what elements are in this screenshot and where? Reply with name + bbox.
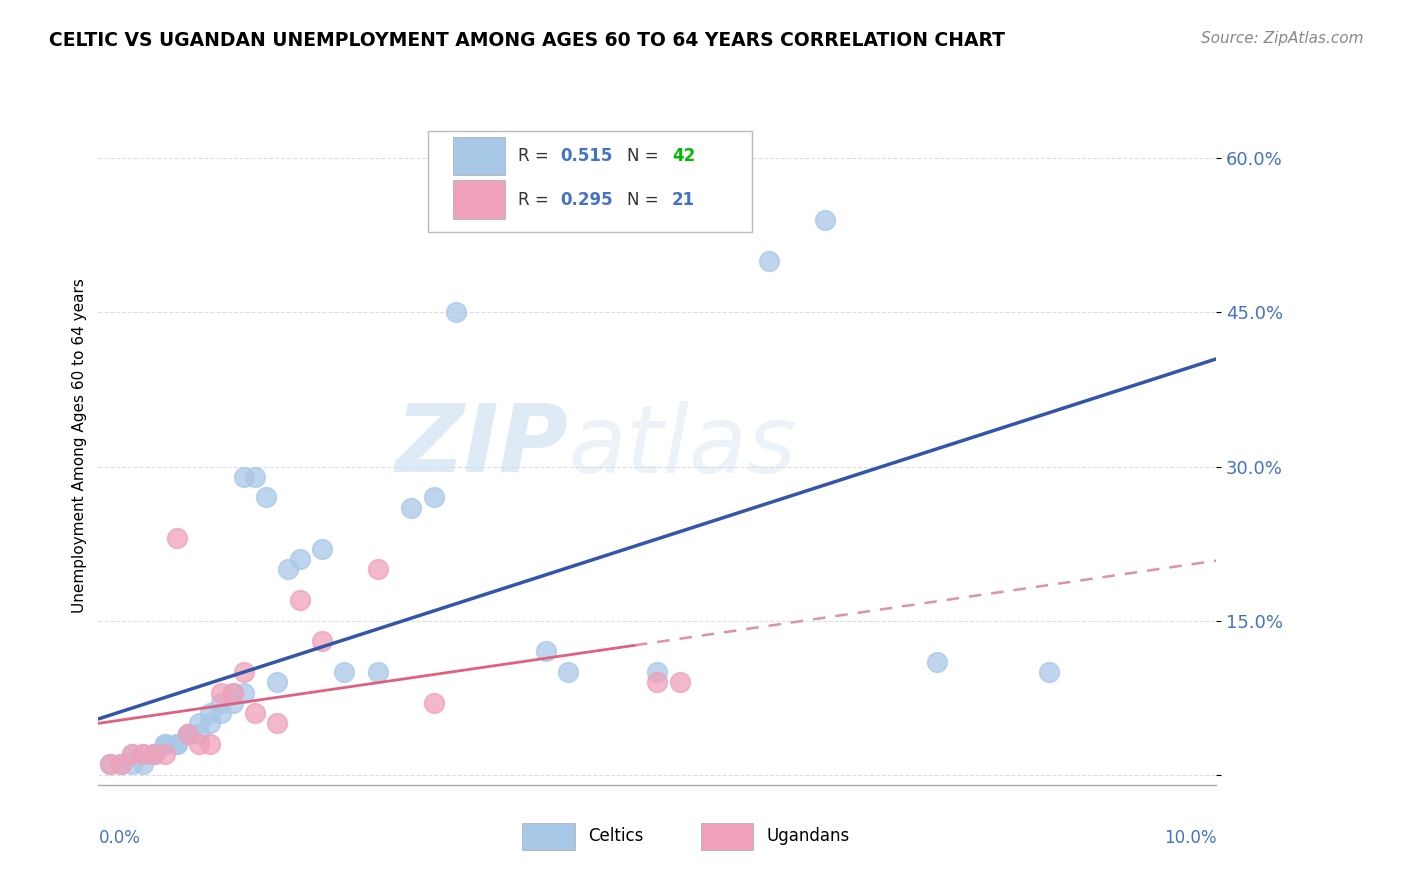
Point [188, 737, 211, 751]
Point [333, 665, 356, 679]
Point [266, 716, 288, 731]
Point [110, 757, 132, 772]
Point [121, 757, 143, 772]
Point [200, 706, 222, 720]
Point [814, 213, 837, 227]
Point [143, 747, 166, 761]
FancyBboxPatch shape [522, 823, 575, 850]
Text: N =: N = [627, 191, 664, 209]
Point [177, 726, 200, 740]
Point [155, 737, 177, 751]
Point [232, 665, 254, 679]
Point [132, 747, 155, 761]
Point [166, 532, 188, 546]
Text: CELTIC VS UGANDAN UNEMPLOYMENT AMONG AGES 60 TO 64 YEARS CORRELATION CHART: CELTIC VS UGANDAN UNEMPLOYMENT AMONG AGE… [49, 31, 1005, 50]
Point [277, 562, 299, 576]
Point [444, 305, 467, 319]
Point [647, 665, 669, 679]
Point [110, 757, 132, 772]
Text: Source: ZipAtlas.com: Source: ZipAtlas.com [1201, 31, 1364, 46]
Point [243, 706, 266, 720]
Point [221, 696, 243, 710]
Text: 0.515: 0.515 [560, 147, 613, 165]
Point [1038, 665, 1060, 679]
Point [367, 665, 389, 679]
Text: R =: R = [517, 191, 554, 209]
Point [311, 541, 333, 556]
FancyBboxPatch shape [453, 180, 505, 219]
Point [647, 675, 669, 690]
Point [367, 562, 389, 576]
Text: 10.0%: 10.0% [1164, 829, 1216, 847]
Point [177, 726, 200, 740]
Point [98, 757, 121, 772]
Point [177, 726, 200, 740]
Point [534, 644, 557, 658]
Point [166, 737, 188, 751]
Point [121, 747, 143, 761]
Point [132, 747, 155, 761]
Point [243, 470, 266, 484]
Point [98, 757, 121, 772]
Point [758, 254, 780, 268]
Point [401, 500, 423, 515]
Point [132, 757, 155, 772]
Point [200, 716, 222, 731]
FancyBboxPatch shape [429, 131, 752, 233]
Point [221, 685, 243, 699]
Point [423, 491, 446, 505]
Point [188, 726, 211, 740]
Point [557, 665, 579, 679]
Text: Ugandans: Ugandans [766, 827, 851, 845]
Text: 21: 21 [672, 191, 695, 209]
Text: Celtics: Celtics [588, 827, 644, 845]
Point [166, 737, 188, 751]
Point [188, 716, 211, 731]
Point [232, 470, 254, 484]
Point [200, 737, 222, 751]
Text: N =: N = [627, 147, 664, 165]
Point [221, 685, 243, 699]
Point [423, 696, 446, 710]
Text: 0.295: 0.295 [560, 191, 613, 209]
Point [155, 737, 177, 751]
Point [311, 634, 333, 648]
Point [668, 675, 690, 690]
Point [155, 747, 177, 761]
Text: ZIP: ZIP [395, 400, 568, 492]
Point [143, 747, 166, 761]
Point [288, 552, 311, 566]
Text: atlas: atlas [568, 401, 796, 491]
Point [143, 747, 166, 761]
Point [254, 491, 277, 505]
FancyBboxPatch shape [702, 823, 754, 850]
Point [209, 696, 232, 710]
Text: 42: 42 [672, 147, 695, 165]
Point [925, 655, 948, 669]
Point [266, 675, 288, 690]
Text: R =: R = [517, 147, 554, 165]
Point [288, 593, 311, 607]
Point [232, 685, 254, 699]
FancyBboxPatch shape [453, 136, 505, 176]
Y-axis label: Unemployment Among Ages 60 to 64 years: Unemployment Among Ages 60 to 64 years [72, 278, 87, 614]
Text: 0.0%: 0.0% [98, 829, 141, 847]
Point [121, 747, 143, 761]
Point [209, 685, 232, 699]
Point [209, 706, 232, 720]
